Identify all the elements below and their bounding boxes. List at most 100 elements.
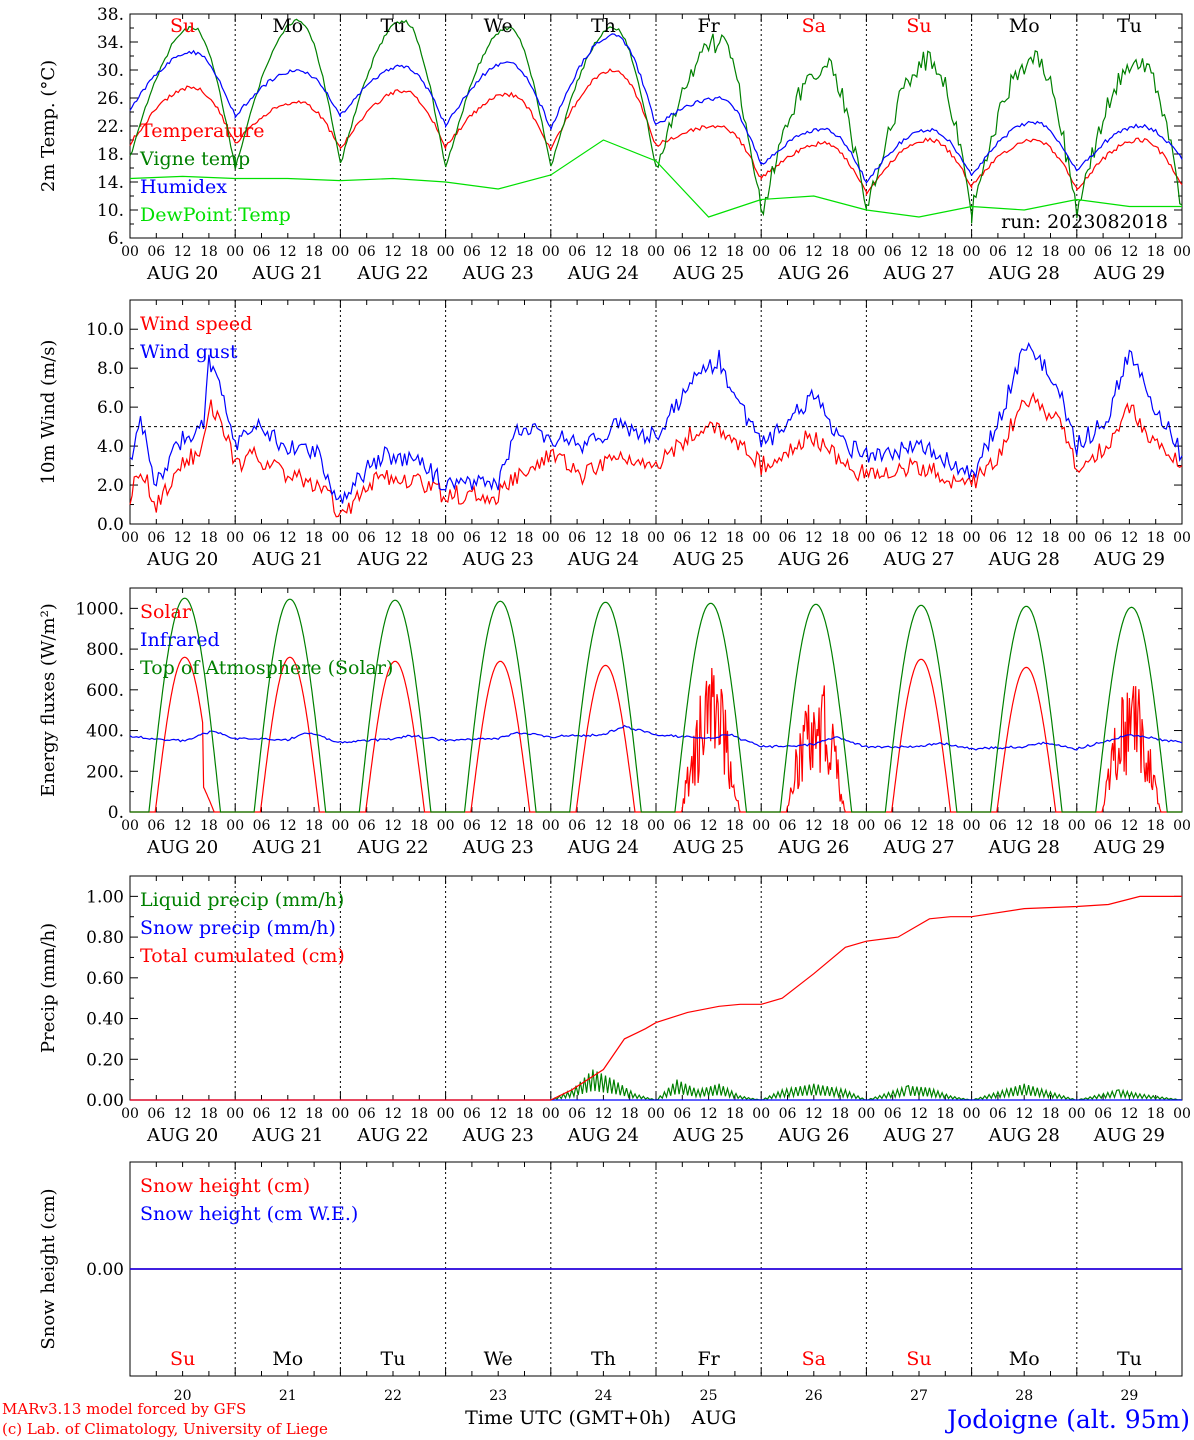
series-line-temp	[129, 68, 1183, 197]
y-axis-title: Energy fluxes (W/m²)	[38, 603, 59, 797]
hour-label: 12	[279, 530, 297, 546]
day-number: 29	[1120, 1388, 1138, 1404]
hour-label: 06	[463, 1106, 481, 1122]
hour-label: 00	[752, 244, 770, 260]
hour-label: 06	[358, 818, 376, 834]
hour-label: 06	[253, 818, 271, 834]
run-label: run: 2023082018	[1001, 211, 1168, 233]
hour-label: 00	[857, 818, 875, 834]
hour-label: 18	[410, 1106, 428, 1122]
hour-label: 18	[410, 818, 428, 834]
day-number: 21	[279, 1388, 297, 1404]
day-of-week-bottom: Su	[906, 1348, 931, 1370]
hour-label: 00	[752, 818, 770, 834]
hour-label: 06	[673, 1106, 691, 1122]
day-number: 22	[384, 1388, 402, 1404]
y-axis-title: 2m Temp. (°C)	[38, 60, 59, 192]
y-tick-label: 30.	[97, 61, 124, 81]
hour-label: 00	[542, 1106, 560, 1122]
day-of-week-bottom: Mo	[1009, 1348, 1040, 1370]
series-line-toa	[130, 597, 1182, 813]
hour-label: 00	[437, 244, 455, 260]
hour-label: 18	[1042, 1106, 1060, 1122]
y-tick-label: 600.	[86, 681, 124, 701]
hour-label: 12	[700, 818, 718, 834]
hour-label: 06	[147, 1106, 165, 1122]
hour-label: 06	[568, 1106, 586, 1122]
hour-label: 18	[200, 530, 218, 546]
hour-label: 18	[305, 818, 323, 834]
y-tick-label: 1.00	[86, 887, 124, 907]
hour-label: 12	[700, 530, 718, 546]
y-tick-label: 0.00	[86, 1091, 124, 1111]
hour-label: 06	[779, 818, 797, 834]
hour-label: 00	[752, 1106, 770, 1122]
hour-label: 12	[910, 1106, 928, 1122]
hour-label: 18	[936, 1106, 954, 1122]
y-axis-title: Precip (mm/h)	[38, 923, 59, 1053]
hour-label: 06	[779, 244, 797, 260]
hour-label: 00	[1173, 530, 1191, 546]
hour-label: 00	[437, 530, 455, 546]
date-label: AUG 26	[777, 263, 849, 284]
hour-label: 12	[384, 244, 402, 260]
hour-label: 12	[279, 244, 297, 260]
hour-label: 18	[1042, 244, 1060, 260]
hour-label: 00	[331, 244, 349, 260]
hour-label: 18	[726, 1106, 744, 1122]
series-line-gust	[129, 342, 1183, 504]
hour-label: 00	[963, 530, 981, 546]
hour-label: 12	[384, 530, 402, 546]
hour-label: 00	[542, 818, 560, 834]
hour-label: 12	[279, 1106, 297, 1122]
hour-label: 00	[857, 244, 875, 260]
hour-label: 18	[1147, 244, 1165, 260]
y-tick-label: 26.	[97, 89, 124, 109]
date-label: AUG 26	[777, 1125, 849, 1146]
hour-label: 18	[936, 244, 954, 260]
hour-label: 18	[200, 818, 218, 834]
hour-label: 06	[147, 818, 165, 834]
hour-label: 18	[410, 530, 428, 546]
hour-label: 06	[358, 244, 376, 260]
y-tick-label: 0.20	[86, 1050, 124, 1070]
hour-label: 00	[542, 530, 560, 546]
hour-label: 00	[121, 818, 139, 834]
hour-label: 12	[1015, 530, 1033, 546]
hour-label: 00	[963, 818, 981, 834]
legend-dew: DewPoint Temp	[140, 204, 291, 226]
y-axis-title: Snow height (cm)	[38, 1188, 59, 1349]
panel-5: 0.00 Snow height (cm) Snow height (cm) Snow…	[38, 1161, 1183, 1377]
date-label: AUG 22	[356, 837, 428, 858]
hour-label: 12	[1015, 244, 1033, 260]
legend-vigne: Vigne temp	[139, 148, 250, 170]
hour-label: 12	[174, 244, 192, 260]
hour-label: 12	[489, 1106, 507, 1122]
hour-label: 12	[1120, 244, 1138, 260]
hour-label: 00	[647, 818, 665, 834]
date-label: AUG 23	[462, 549, 534, 570]
hour-label: 00	[1173, 244, 1191, 260]
hour-label: 00	[1068, 818, 1086, 834]
day-of-week-bottom: Fr	[697, 1348, 720, 1370]
hour-label: 12	[594, 818, 612, 834]
hour-label: 12	[594, 244, 612, 260]
hour-label: 06	[673, 244, 691, 260]
station-name: Jodoigne (alt. 95m)	[944, 1405, 1190, 1434]
hour-label: 06	[147, 244, 165, 260]
y-tick-label: 2.0	[97, 476, 124, 496]
series-line-humidex	[129, 33, 1183, 185]
y-tick-label: 6.	[108, 229, 124, 249]
hour-label: 12	[279, 818, 297, 834]
hour-label: 12	[489, 818, 507, 834]
hour-label: 18	[621, 244, 639, 260]
hour-label: 12	[174, 1106, 192, 1122]
model-credit: MARv3.13 model forced by GFS	[2, 1400, 246, 1418]
x-axis-title: Time UTC (GMT+0h)	[465, 1407, 671, 1429]
day-of-week-top: Th	[591, 15, 616, 37]
date-label: AUG 24	[567, 263, 639, 284]
date-label: AUG 26	[777, 837, 849, 858]
hour-label: 18	[305, 1106, 323, 1122]
panel-1: 6. 10. 14. 18. 22. 26. 30. 34. 38. 2m Temp. (°C) 0…	[38, 5, 1191, 284]
series-line-cum	[130, 895, 1182, 1101]
